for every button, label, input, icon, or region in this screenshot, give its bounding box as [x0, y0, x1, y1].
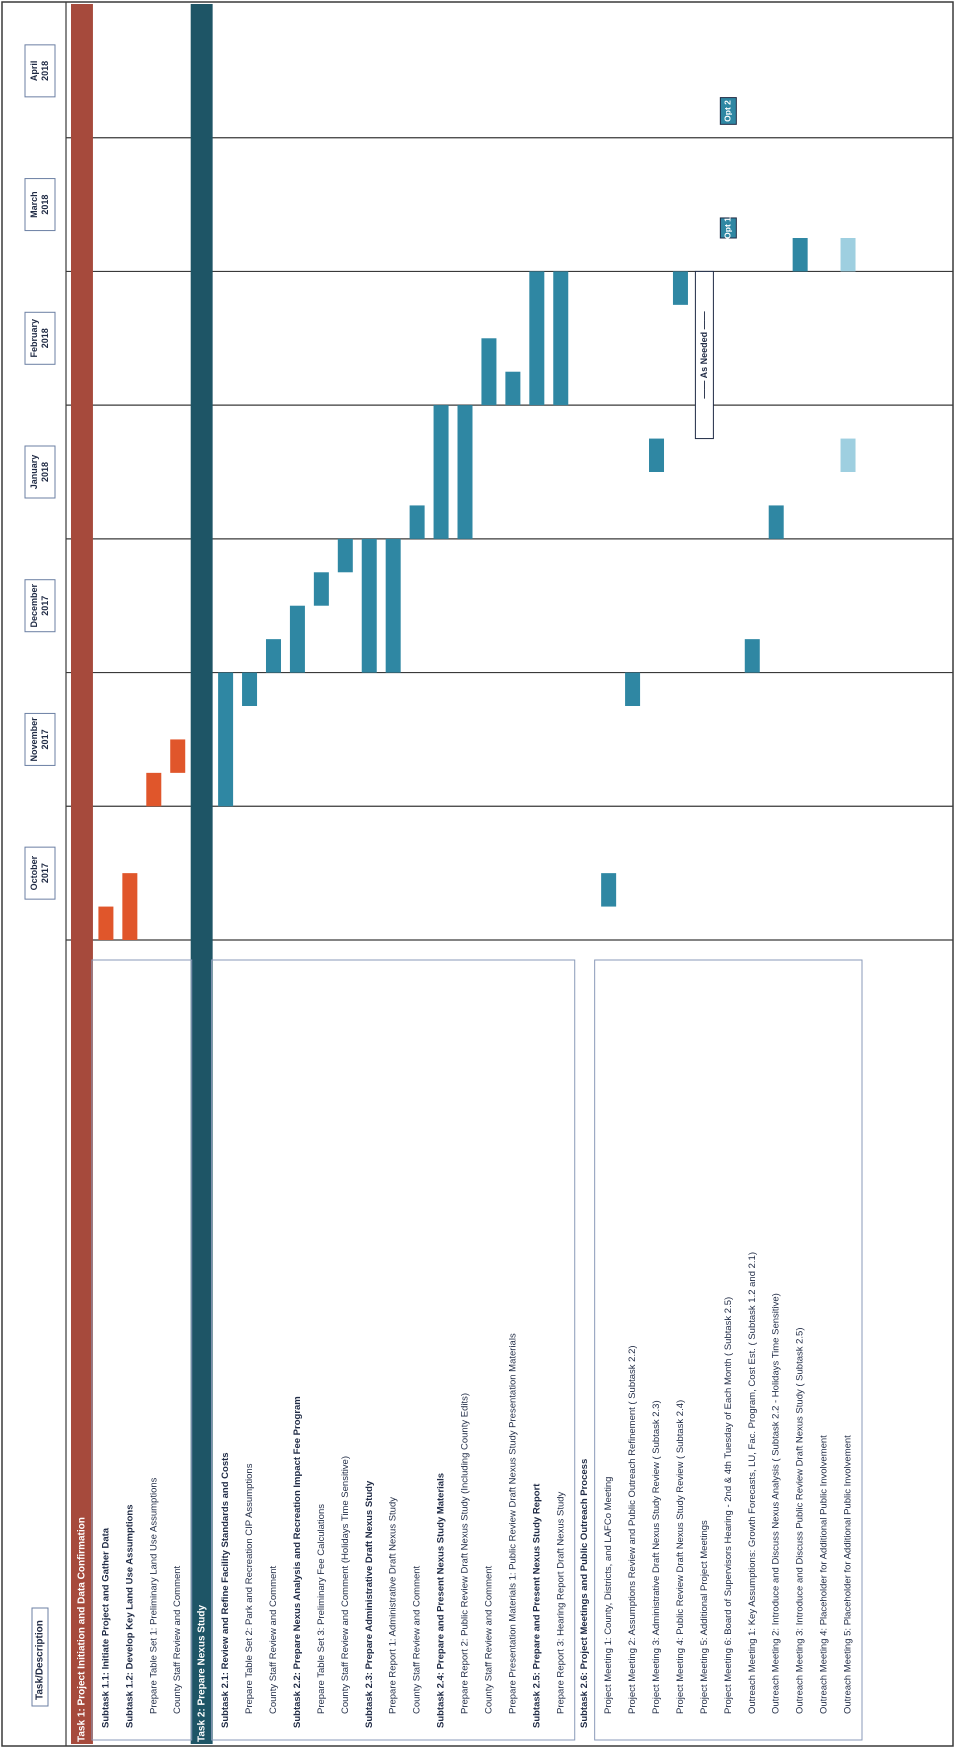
- task-band: [71, 4, 93, 1744]
- gantt-bar: [840, 438, 856, 472]
- month-label-box: [24, 846, 56, 900]
- month-label: February2018: [29, 319, 50, 358]
- gantt-bar: [122, 873, 138, 940]
- task-item-label: County Staff Review and Comment: [483, 1565, 494, 1714]
- month-label: April2018: [29, 61, 50, 82]
- annotations: —— As Needed —— Opt 1 Opt 2: [694, 97, 737, 440]
- gantt-bar: [313, 572, 329, 606]
- gantt-bar: [98, 906, 114, 940]
- subtask-label: Subtask 2.4: Prepare and Present Nexus S…: [436, 1473, 447, 1728]
- option-box: [719, 217, 737, 239]
- task-item-label: Prepare Report 3: Hearing Report Draft N…: [555, 1491, 566, 1714]
- task-label: Task 2: Prepare Nexus Study: [196, 1604, 207, 1742]
- option-label: Opt 2: [723, 100, 733, 122]
- task-item-label: Project Meeting 2: Assumptions Review an…: [627, 1345, 638, 1714]
- task-item-label: Project Meeting 3: Administrative Draft …: [651, 1400, 662, 1714]
- subtask-label: Subtask 2.1: Review and Refine Facility …: [220, 1452, 231, 1728]
- task-item-label: Prepare Report 1: Administrative Draft N…: [388, 1497, 399, 1714]
- task-item-label: County Staff Review and Comment: [172, 1565, 183, 1714]
- gantt-bar: [337, 538, 353, 573]
- task-band: [190, 4, 213, 1744]
- gantt-bar: [649, 438, 665, 472]
- gantt-bar: [553, 271, 569, 406]
- month-label: January2018: [29, 455, 50, 490]
- header-title: Task/Description: [35, 1620, 46, 1700]
- task-item-label: Prepare Table Set 2: Park and Recreation…: [244, 1463, 255, 1714]
- month-label-box: [24, 445, 56, 499]
- gantt-bar: [505, 371, 521, 406]
- gantt-bar: [289, 605, 305, 673]
- subtask-label: Subtask 2.2: Prepare Nexus Analysis and …: [292, 1396, 303, 1728]
- as-needed-label: —— As Needed ——: [699, 311, 709, 398]
- label-group-frame: [91, 959, 193, 1741]
- month-label: March2018: [29, 191, 50, 218]
- gantt-bar: [792, 238, 808, 272]
- task-item-label: County Staff Review and Comment (Holiday…: [340, 1456, 351, 1714]
- gantt-bar: [672, 271, 688, 305]
- task-item-label: County Staff Review and Comment: [412, 1565, 423, 1714]
- task-item-label: Prepare Report 2: Public Review Draft Ne…: [460, 1393, 471, 1714]
- gantt-bar: [529, 271, 545, 406]
- option-box: [719, 97, 737, 125]
- task-item-label: Outreach Meeting 5: Placeholder for Addi…: [843, 1435, 854, 1714]
- subtask-label: Subtask 1.1: Initiate Project and Gather…: [100, 1527, 111, 1728]
- month-label: November2017: [29, 717, 50, 762]
- as-needed-box: [694, 270, 714, 440]
- task-rows: Task 1: Project Initiation and Data Conf…: [71, 4, 863, 1744]
- task-item-label: Outreach Meeting 3: Introduce and Discus…: [795, 1327, 806, 1714]
- gantt-bar: [625, 672, 641, 706]
- subtask-label: Subtask 1.2: Develop Key Land Use Assump…: [124, 1505, 135, 1729]
- month-label: December2017: [29, 583, 50, 627]
- gantt-bar: [433, 405, 449, 539]
- task-item-label: Prepare Table Set 3: Preliminary Fee Cal…: [316, 1504, 327, 1714]
- label-group-frame: [211, 959, 576, 1741]
- gantt-bar: [409, 505, 425, 539]
- gantt-bar: [361, 538, 377, 673]
- gantt-bar: [768, 505, 784, 539]
- header-row: Task/Description October2017 November2017 D…: [24, 44, 56, 1707]
- gantt-bar: [242, 672, 258, 706]
- task-item-label: Project Meeting 5: Additional Project Me…: [699, 1520, 710, 1714]
- gantt-bar: [385, 538, 401, 673]
- task-item-label: Outreach Meeting 4: Placeholder for Addi…: [819, 1435, 830, 1714]
- gantt-bar: [218, 672, 234, 807]
- gantt-bars: [98, 238, 856, 940]
- task-item-label: Project Meeting 6: Board of Supervisors …: [723, 1297, 734, 1714]
- month-label-box: [24, 311, 56, 365]
- task-item-label: County Staff Review and Comment: [268, 1565, 279, 1714]
- month-label: October2017: [29, 855, 50, 890]
- month-label-box: [24, 178, 56, 232]
- task-item-label: Outreach Meeting 2: Introduce and Discus…: [771, 1293, 782, 1714]
- gantt-bar: [146, 772, 162, 807]
- task-label: Task 1: Project Initiation and Data Conf…: [77, 1517, 88, 1742]
- month-label-box: [24, 712, 56, 766]
- gantt-bar: [457, 405, 473, 539]
- gantt-bar: [265, 639, 281, 673]
- subtask-label: Subtask 2.5: Prepare and Present Nexus S…: [531, 1483, 542, 1728]
- task-item-label: Project Meeting 1: County, Districts, an…: [603, 1477, 614, 1714]
- month-label-box: [24, 44, 56, 98]
- gantt-bar: [744, 639, 760, 673]
- task-item-label: Prepare Presentation Materials 1: Public…: [507, 1333, 518, 1714]
- option-label: Opt 1: [723, 217, 733, 239]
- month-label-box: [24, 579, 56, 633]
- gantt-bar: [170, 739, 186, 773]
- gantt-bar: [481, 338, 497, 406]
- header-title-box: [31, 1607, 49, 1707]
- task-item-label: Project Meeting 4: Public Review Draft N…: [675, 1400, 686, 1714]
- task-item-label: Prepare Table Set 1: Preliminary Land Us…: [148, 1477, 159, 1714]
- gantt-bar: [601, 873, 617, 907]
- subtask-label: Subtask 2.6: Project Meetings and Public…: [579, 1459, 590, 1728]
- subtask-label: Subtask 2.3: Prepare Administrative Draf…: [364, 1480, 375, 1728]
- label-group-frame: [594, 959, 863, 1741]
- gantt-bar: [840, 238, 856, 272]
- task-item-label: Outreach Meeting 1: Key Assumptions: Gro…: [747, 1252, 758, 1714]
